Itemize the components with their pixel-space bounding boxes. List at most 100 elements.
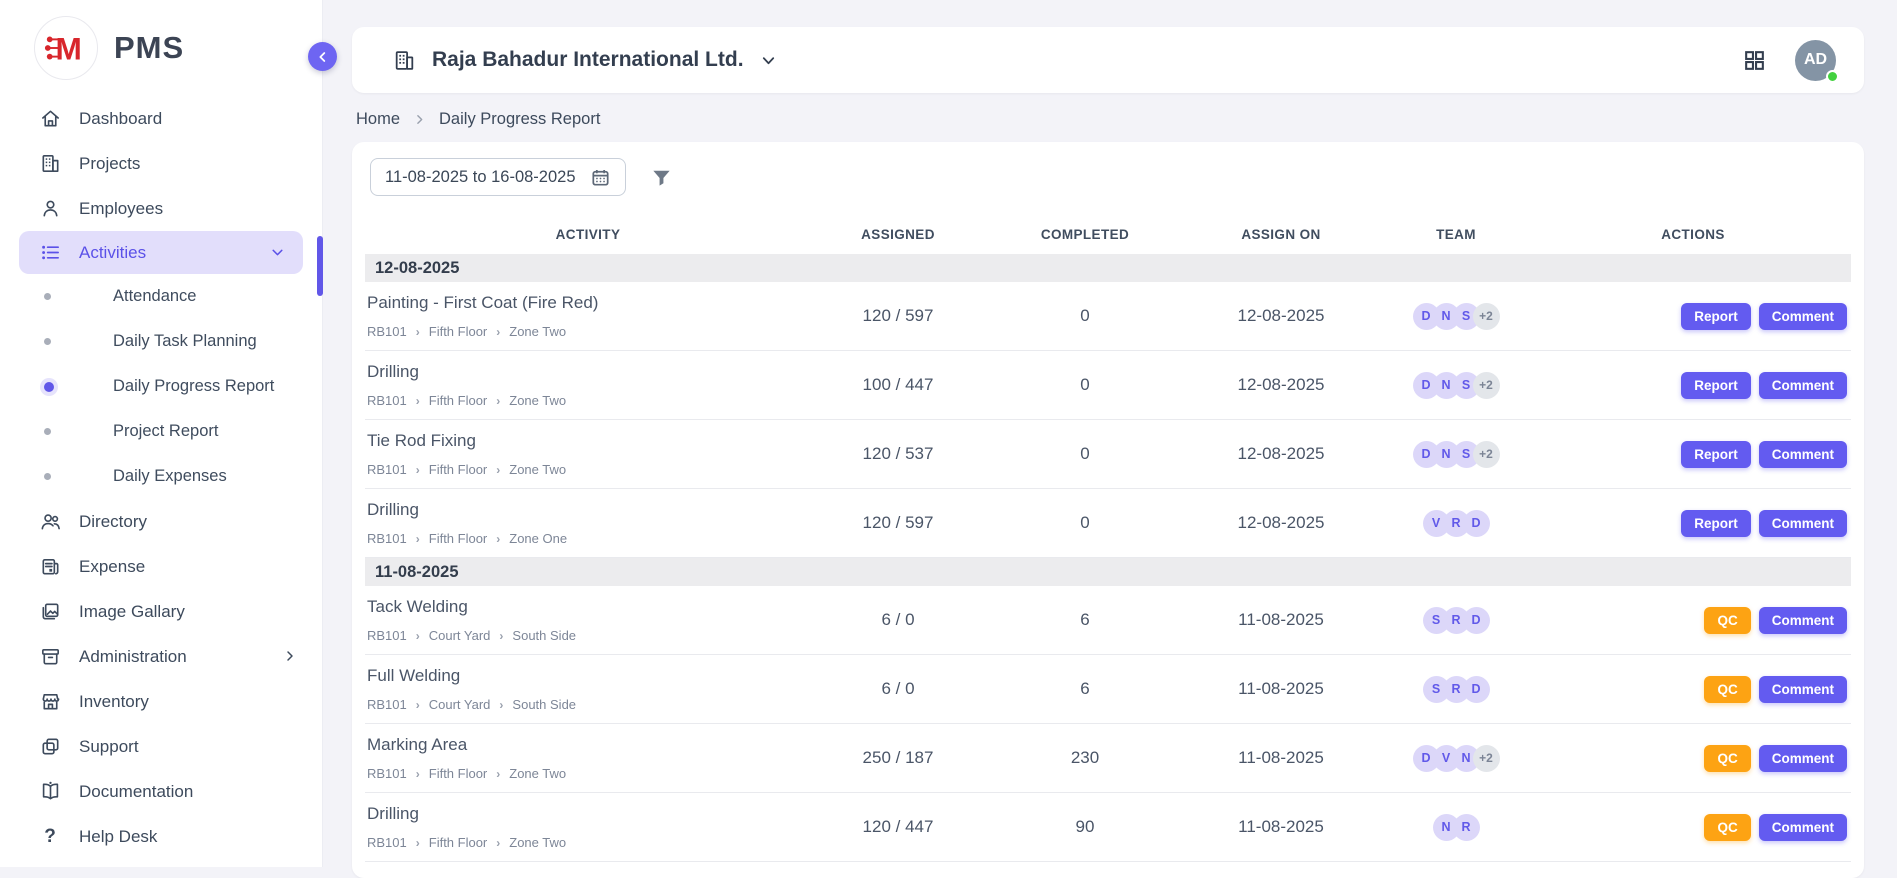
team-member-avatar[interactable]: D bbox=[1462, 675, 1490, 703]
activity-location-path: RB101 › Fifth Floor › Zone Two bbox=[367, 835, 811, 850]
team-extra-count[interactable]: +2 bbox=[1472, 440, 1500, 468]
chevron-left-icon bbox=[315, 49, 331, 65]
sidebar-scrollbar[interactable] bbox=[317, 236, 323, 296]
team-extra-count[interactable]: +2 bbox=[1472, 371, 1500, 399]
sidebar-subitem-project-report[interactable]: Project Report bbox=[0, 409, 322, 454]
online-status-dot bbox=[1826, 69, 1839, 83]
chevron-down-icon bbox=[269, 244, 287, 262]
chevron-separator-icon: › bbox=[415, 835, 420, 850]
path-segment: Zone Two bbox=[509, 324, 567, 339]
archive-icon bbox=[38, 645, 62, 669]
report-card: 11-08-2025 to 16-08-2025 bbox=[352, 142, 1864, 878]
chevron-separator-icon: › bbox=[415, 324, 420, 339]
activity-title: Painting - First Coat (Fire Red) bbox=[367, 293, 599, 312]
report-button[interactable]: Report bbox=[1681, 509, 1751, 537]
sidebar-item-help-desk[interactable]: ? Help Desk bbox=[0, 814, 322, 859]
row-actions: Report Comment bbox=[1535, 509, 1851, 537]
sidebar-collapse-button[interactable] bbox=[308, 42, 337, 71]
chevron-separator-icon: › bbox=[496, 766, 501, 781]
date-range-input[interactable]: 11-08-2025 to 16-08-2025 bbox=[370, 158, 626, 196]
sidebar-item-expense[interactable]: Expense bbox=[0, 544, 322, 589]
user-avatar[interactable]: AD bbox=[1795, 39, 1839, 83]
sidebar-item-directory[interactable]: Directory bbox=[0, 499, 322, 544]
company-selector[interactable]: Raja Bahadur International Ltd. bbox=[392, 48, 778, 73]
assigned-value: 120 / 597 bbox=[862, 306, 934, 325]
bullet-dot-icon bbox=[44, 428, 51, 435]
sidebar-subitem-attendance[interactable]: Attendance bbox=[0, 274, 322, 319]
assign-on-date: 12-08-2025 bbox=[1237, 513, 1325, 532]
comment-button[interactable]: Comment bbox=[1758, 440, 1847, 468]
chevron-separator-icon: › bbox=[499, 628, 504, 643]
table-body: 12-08-2025 Painting - First Coat (Fire R… bbox=[365, 254, 1851, 862]
breadcrumb: Home Daily Progress Report bbox=[352, 93, 1864, 142]
comment-button[interactable]: Comment bbox=[1758, 302, 1847, 330]
building-icon bbox=[392, 48, 417, 73]
company-logo-icon: M bbox=[34, 16, 98, 80]
path-segment: Fifth Floor bbox=[428, 531, 488, 546]
row-actions: Report Comment bbox=[1535, 440, 1851, 468]
comment-button[interactable]: Comment bbox=[1758, 744, 1847, 772]
qc-button[interactable]: QC bbox=[1704, 675, 1751, 703]
comment-button[interactable]: Comment bbox=[1758, 509, 1847, 537]
copy-icon bbox=[38, 735, 62, 759]
team-avatars: D N S +2 bbox=[1377, 440, 1535, 468]
team-extra-count[interactable]: +2 bbox=[1472, 302, 1500, 330]
report-button[interactable]: Report bbox=[1681, 440, 1751, 468]
qc-button[interactable]: QC bbox=[1704, 606, 1751, 634]
table-header: ACTIVITY ASSIGNED COMPLETED ASSIGN ON TE… bbox=[365, 214, 1851, 254]
comment-button[interactable]: Comment bbox=[1758, 813, 1847, 841]
assign-on-date: 11-08-2025 bbox=[1238, 679, 1324, 698]
chevron-separator-icon: › bbox=[415, 766, 420, 781]
sidebar-subitem-daily-progress-report[interactable]: Daily Progress Report bbox=[0, 364, 322, 409]
sidebar-item-projects[interactable]: Projects bbox=[0, 141, 322, 186]
report-button[interactable]: Report bbox=[1681, 371, 1751, 399]
sidebar-item-activities[interactable]: Activities bbox=[19, 231, 303, 274]
chevron-separator-icon: › bbox=[496, 835, 501, 850]
team-member-avatar[interactable]: R bbox=[1452, 813, 1480, 841]
sidebar-item-support[interactable]: Support bbox=[0, 724, 322, 769]
sidebar-subitem-daily-expenses[interactable]: Daily Expenses bbox=[0, 454, 322, 499]
team-member-avatar[interactable]: D bbox=[1462, 509, 1490, 537]
activity-location-path: RB101 › Fifth Floor › Zone Two bbox=[367, 324, 811, 339]
column-header-assign-on: ASSIGN ON bbox=[1241, 226, 1321, 242]
chevron-down-icon bbox=[759, 51, 778, 70]
report-button[interactable]: Report bbox=[1681, 302, 1751, 330]
sidebar-item-inventory[interactable]: Inventory bbox=[0, 679, 322, 724]
path-segment: Fifth Floor bbox=[428, 835, 488, 850]
qc-button[interactable]: QC bbox=[1704, 744, 1751, 772]
comment-button[interactable]: Comment bbox=[1758, 675, 1847, 703]
assigned-value: 6 / 0 bbox=[881, 610, 915, 629]
sidebar-item-documentation[interactable]: Documentation bbox=[0, 769, 322, 814]
sidebar-subitem-daily-task-planning[interactable]: Daily Task Planning bbox=[0, 319, 322, 364]
team-member-avatar[interactable]: D bbox=[1462, 606, 1490, 634]
completed-value: 230 bbox=[1070, 748, 1100, 767]
assigned-value: 120 / 447 bbox=[862, 817, 934, 836]
apps-grid-icon[interactable] bbox=[1742, 48, 1767, 73]
assigned-value: 250 / 187 bbox=[862, 748, 934, 767]
path-segment: RB101 bbox=[367, 393, 407, 408]
group-date: 11-08-2025 bbox=[375, 562, 459, 581]
path-segment: RB101 bbox=[367, 324, 407, 339]
qc-button[interactable]: QC bbox=[1704, 813, 1751, 841]
path-segment: South Side bbox=[512, 628, 577, 643]
top-header: Raja Bahadur International Ltd. AD bbox=[352, 27, 1864, 93]
sidebar-item-dashboard[interactable]: Dashboard bbox=[0, 96, 322, 141]
column-header-actions: ACTIONS bbox=[1661, 226, 1725, 242]
activity-title: Full Welding bbox=[367, 666, 461, 685]
comment-button[interactable]: Comment bbox=[1758, 371, 1847, 399]
breadcrumb-home[interactable]: Home bbox=[356, 110, 401, 128]
team-extra-count[interactable]: +2 bbox=[1472, 744, 1500, 772]
comment-button[interactable]: Comment bbox=[1758, 606, 1847, 634]
sidebar-item-image-gallary[interactable]: Image Gallary bbox=[0, 589, 322, 634]
path-segment: RB101 bbox=[367, 462, 407, 477]
completed-value: 6 bbox=[1080, 610, 1090, 629]
sidebar-item-employees[interactable]: Employees bbox=[0, 186, 322, 231]
home-icon bbox=[38, 107, 62, 131]
filter-funnel-icon[interactable] bbox=[650, 166, 673, 189]
calendar-icon bbox=[589, 166, 612, 189]
row-actions: QC Comment bbox=[1535, 744, 1851, 772]
sidebar-item-administration[interactable]: Administration bbox=[0, 634, 322, 679]
row-actions: Report Comment bbox=[1535, 302, 1851, 330]
